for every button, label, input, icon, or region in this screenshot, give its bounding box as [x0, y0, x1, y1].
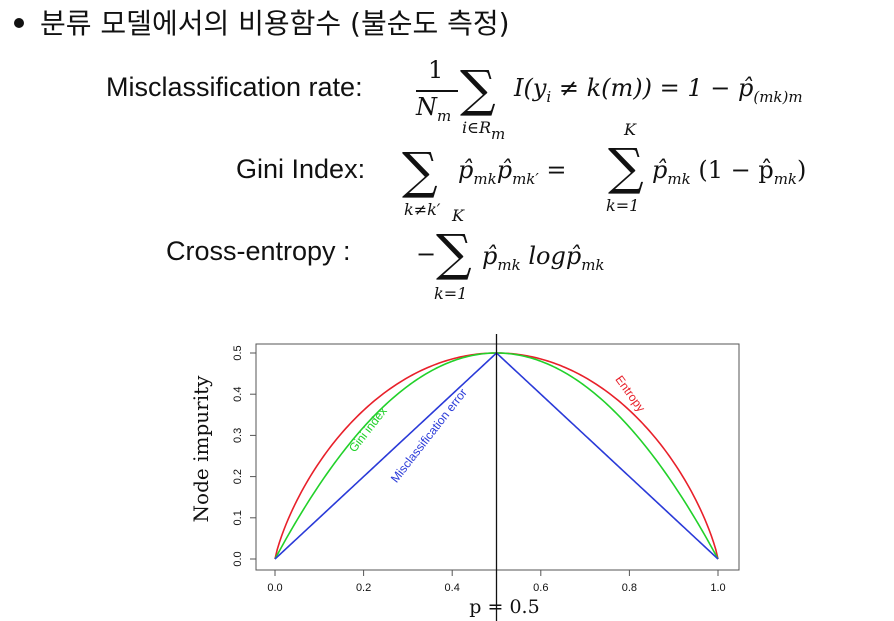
gini-label: Gini Index: — [236, 154, 366, 184]
x-tick-label: 0.6 — [533, 582, 548, 594]
series-label: Misclassification error — [388, 386, 470, 486]
gini-sum-symbol: ∑ — [402, 142, 438, 200]
misclassification-frac-denominator: Nm — [416, 93, 452, 125]
y-tick-label: 0.2 — [232, 469, 244, 484]
y-tick-label: 0.4 — [232, 387, 244, 402]
x-tick-label: 0.2 — [356, 582, 371, 594]
bullet-icon — [14, 18, 24, 28]
entropy-sum-subscript: k=1 — [434, 284, 468, 303]
x-tick-label: 0.4 — [445, 582, 460, 594]
entropy-sum-symbol: ∑ — [436, 224, 472, 282]
misclassification-sum-symbol: ∑ — [460, 60, 496, 118]
misclassification-fraction-bar — [416, 90, 458, 92]
y-tick-label: 0.1 — [232, 510, 244, 525]
gini-left-expression: p̂mkp̂mk′ = — [458, 156, 567, 188]
misclassification-sum-subscript: i∈Rm — [462, 118, 506, 143]
misclassification-expression: I(yi ≠ k(m)) = 1 − p̂(mk)m — [514, 74, 803, 106]
x-tick-label: 0.8 — [622, 582, 637, 594]
gini-right-expression: p̂mk (1 − p̂mk) — [652, 156, 807, 188]
y-tick-label: 0.3 — [232, 428, 244, 443]
misclassification-label: Misclassification rate: — [106, 72, 363, 102]
gini-sum2-subscript: k=1 — [606, 196, 640, 215]
gini-sum-subscript: k≠k′ — [404, 200, 441, 219]
series-label: Gini index — [346, 404, 390, 455]
entropy-expression: p̂mk logp̂mk — [482, 242, 605, 274]
entropy-sum-superscript: K — [452, 206, 464, 225]
series-label: Entropy — [612, 373, 648, 415]
x-tick-label: 1.0 — [710, 582, 725, 594]
plot-frame — [255, 343, 740, 571]
gini-sum2-symbol: ∑ — [608, 138, 644, 196]
x-axis-label: p = 0.5 — [469, 596, 539, 618]
y-tick-label: 0.0 — [232, 551, 244, 566]
y-tick-label: 0.5 — [232, 345, 244, 360]
y-axis-label: Node impurity — [189, 375, 213, 523]
x-tick-label: 0.0 — [267, 582, 282, 594]
entropy-label: Cross-entropy : — [166, 236, 351, 266]
gini-sum2-superscript: K — [624, 120, 636, 139]
entropy-minus: − — [416, 240, 437, 268]
slide-heading: 분류 모델에서의 비용함수 (불순도 측정) — [40, 7, 510, 40]
misclassification-frac-numerator: 1 — [428, 56, 444, 84]
